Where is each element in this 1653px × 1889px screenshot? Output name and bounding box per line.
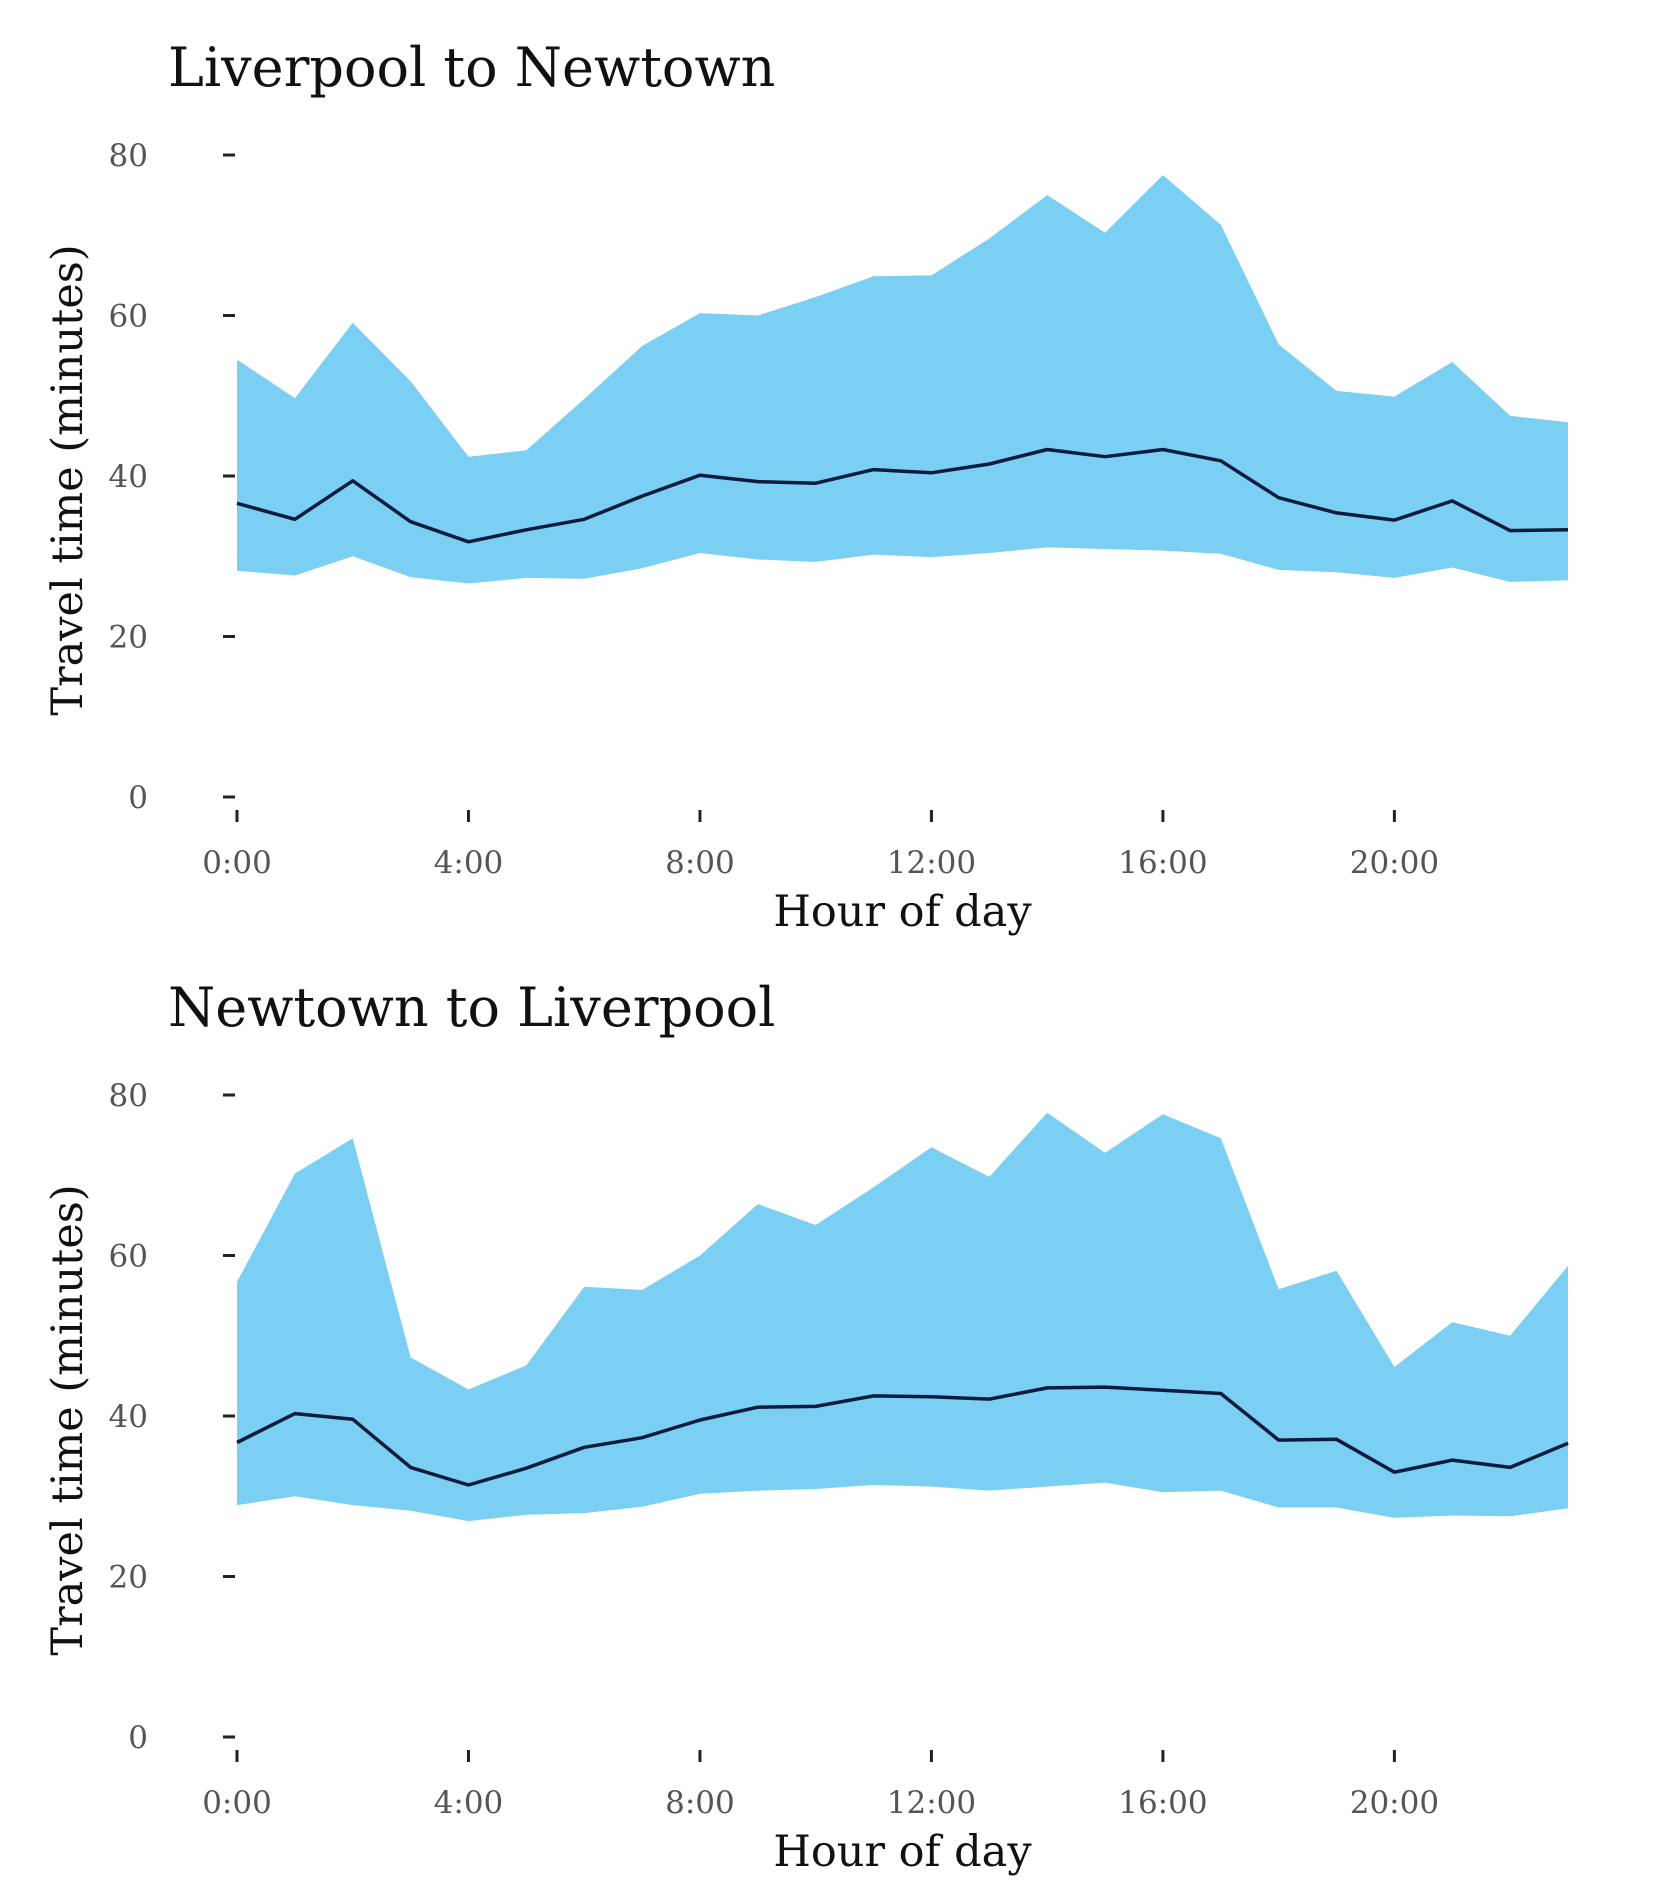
x-tick-label: 16:00 <box>1118 845 1207 881</box>
x-tick-label: 12:00 <box>887 1785 976 1821</box>
x-tick-label: 0:00 <box>202 845 272 881</box>
x-tick-label: 8:00 <box>665 845 735 881</box>
y-tick-label: 40 <box>109 459 148 495</box>
chart-liverpool-to-newtown: Liverpool to Newtown 0 20 40 60 80 0:00 4:00 8:0… <box>43 36 1569 937</box>
ribbon-band <box>237 1112 1568 1522</box>
x-tick-label: 0:00 <box>202 1785 272 1821</box>
y-tick-label: 0 <box>128 780 148 816</box>
y-axis-title: Travel time (minutes) <box>43 1184 93 1655</box>
ribbon-band <box>237 175 1568 584</box>
y-tick-label: 20 <box>109 1560 148 1596</box>
series-line <box>236 1385 1569 1487</box>
x-tick-label: 20:00 <box>1350 1785 1439 1821</box>
y-tick-label: 0 <box>128 1720 148 1756</box>
y-axis-title: Travel time (minutes) <box>43 244 93 715</box>
y-tick-label: 60 <box>109 299 148 335</box>
x-tick-label: 20:00 <box>1350 845 1439 881</box>
x-tick-label: 4:00 <box>434 845 504 881</box>
x-axis-title: Hour of day <box>773 887 1032 937</box>
series-line <box>236 447 1569 544</box>
chart-newtown-to-liverpool: Newtown to Liverpool 0 20 40 60 80 0:00 4:00 8:0… <box>43 976 1569 1877</box>
chart-title: Newtown to Liverpool <box>168 976 775 1039</box>
panel-newtown-to-liverpool: Newtown to Liverpool 0 20 40 60 80 0:00 4:00 8:0… <box>0 940 1653 1880</box>
x-axis-title: Hour of day <box>773 1827 1032 1877</box>
x-tick-label: 12:00 <box>887 845 976 881</box>
x-tick-label: 4:00 <box>434 1785 504 1821</box>
y-tick-label: 20 <box>109 620 148 656</box>
panel-liverpool-to-newtown: Liverpool to Newtown 0 20 40 60 80 0:00 4:00 8:0… <box>0 0 1653 940</box>
y-tick-label: 40 <box>109 1399 148 1435</box>
x-tick-label: 8:00 <box>665 1785 735 1821</box>
y-tick-label: 80 <box>109 1078 148 1114</box>
chart-title: Liverpool to Newtown <box>168 36 775 99</box>
x-tick-label: 16:00 <box>1118 1785 1207 1821</box>
y-tick-label: 60 <box>109 1239 148 1275</box>
y-tick-label: 80 <box>109 138 148 174</box>
